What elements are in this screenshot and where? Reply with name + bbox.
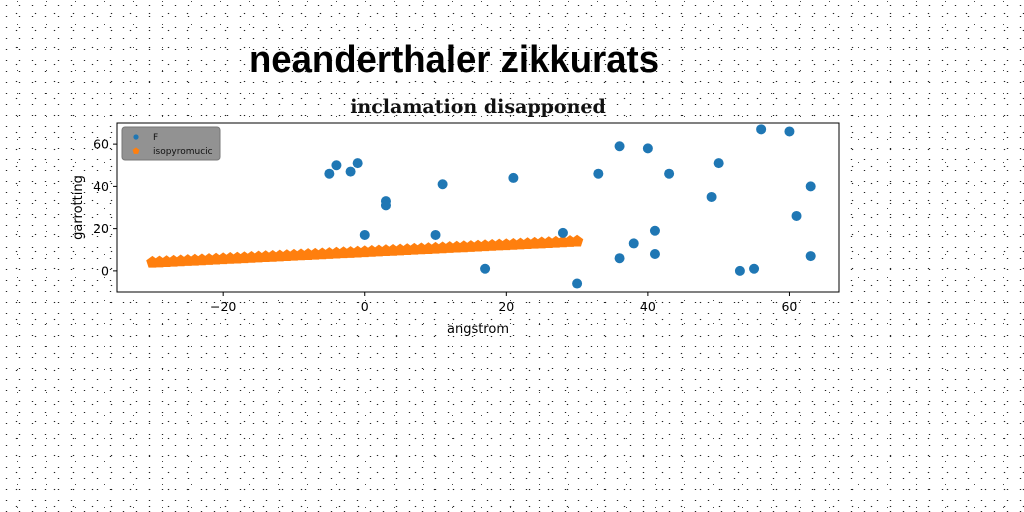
legend-isopyromucic-label: isopyromucic <box>153 147 213 157</box>
plot-title: inclamation disapроned <box>350 96 606 118</box>
series-f-point <box>706 191 717 202</box>
series-f-point <box>734 265 745 276</box>
plot-area: −20 0 20 40 60 0 20 40 60 angstrom garrotting Fisop… <box>71 122 840 337</box>
series-f-point <box>430 229 441 240</box>
figure-title: neanderthaler zikkurats <box>249 39 659 81</box>
x-tick-label: 60 <box>781 299 797 314</box>
series-f-point <box>805 181 816 192</box>
y-axis-label: garrotting <box>71 175 86 240</box>
series-f-point <box>614 141 625 152</box>
x-tick-label: 40 <box>640 299 656 314</box>
x-tick-label: −20 <box>210 299 236 314</box>
series-f-point <box>713 158 724 169</box>
x-axis-label: angstrom <box>447 322 509 337</box>
series-f-point <box>614 253 625 264</box>
series-f-point <box>480 263 491 274</box>
y-tick-label: 40 <box>93 179 109 194</box>
series-f-point <box>805 251 816 262</box>
series-f-point <box>756 124 767 135</box>
y-tick-label: 60 <box>93 137 109 152</box>
series-f-point <box>642 143 653 154</box>
series-f-point <box>345 166 356 177</box>
x-tick-label: 20 <box>498 299 514 314</box>
series-f-point <box>437 179 448 190</box>
series-f-point <box>749 263 760 274</box>
series-f-point <box>784 126 795 137</box>
series-f-point <box>324 168 335 179</box>
series-f-point <box>508 172 519 183</box>
series-f-point <box>664 168 675 179</box>
legend-f-marker <box>133 134 139 140</box>
series-f-point <box>628 238 639 249</box>
series-f-point <box>791 210 802 221</box>
series-f-point <box>359 229 370 240</box>
legend-isopyromucic-marker <box>132 147 140 154</box>
x-tick-label: 0 <box>361 299 369 314</box>
legend-f-label: F <box>153 133 158 143</box>
series-f-point <box>352 158 363 169</box>
y-tick-label: 0 <box>101 263 109 278</box>
series-f-point <box>649 225 660 236</box>
series-f-point <box>593 168 604 179</box>
y-tick-label: 20 <box>93 221 109 236</box>
series-f-point <box>331 160 342 171</box>
legend-box <box>121 126 221 161</box>
series-f-point <box>380 200 391 211</box>
series-f-point <box>557 227 568 238</box>
series-f-point <box>572 278 583 289</box>
series-f-point <box>649 248 660 259</box>
series-isopyromucic-point <box>570 234 584 247</box>
plot-frame <box>116 122 840 293</box>
